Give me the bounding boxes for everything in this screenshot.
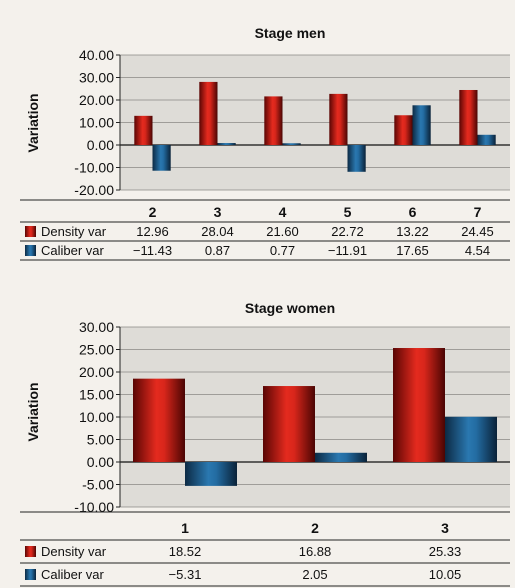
bar-density	[393, 348, 445, 462]
chart-title: Stage men	[255, 25, 326, 41]
data-table-values: 18.52 −5.31 16.88 2.05 25.33 10.05	[169, 544, 462, 582]
y-tick-label: -10.00	[74, 160, 114, 176]
bars	[133, 348, 497, 486]
data-value-density: 12.96	[136, 224, 169, 239]
x-category-label: 2	[149, 204, 157, 220]
bar-density	[394, 115, 413, 145]
y-tick-label: 20.00	[79, 92, 114, 108]
bar-density	[263, 386, 315, 462]
y-tick-label: -20.00	[74, 182, 114, 198]
x-category-label: 2	[311, 520, 319, 536]
data-value-density: 22.72	[331, 224, 364, 239]
x-category-label: 1	[181, 520, 189, 536]
y-tick-label: 10.00	[79, 115, 114, 131]
bar-caliber	[412, 105, 431, 145]
data-value-caliber: 17.65	[396, 243, 429, 258]
data-table: 1 2 3 Density var Caliber var 18.52 −5.31 16…	[20, 511, 510, 587]
data-value-caliber: 10.05	[429, 567, 462, 582]
bar-caliber	[347, 145, 366, 172]
bar-caliber	[477, 134, 496, 145]
data-value-caliber: 2.05	[302, 567, 327, 582]
x-category-label: 7	[474, 204, 482, 220]
legend-entry-caliber: Caliber var	[25, 243, 105, 258]
data-value-caliber: 0.77	[270, 243, 295, 258]
bar-density	[329, 93, 348, 145]
y-tick-label: 40.00	[79, 47, 114, 63]
y-tick-label: -10.00	[74, 499, 114, 515]
category-labels: 1 2 3	[181, 520, 449, 536]
y-axis-label: Variation	[25, 382, 41, 441]
data-value-density: 18.52	[169, 544, 202, 559]
gridlines	[116, 54, 510, 191]
chart-stage-men: Stage men 40.00 30.00 20.00 10.00 0.00 -10.00…	[20, 25, 510, 261]
data-value-density: 16.88	[299, 544, 332, 559]
y-tick-label: 10.00	[79, 409, 114, 425]
data-value-density: 21.60	[266, 224, 299, 239]
bar-caliber	[152, 145, 171, 171]
chart-stage-women: Stage women 30.0025.0020.0015.0010.005.0…	[20, 300, 510, 587]
y-tick-label: 25.00	[79, 342, 114, 358]
y-tick-label: 20.00	[79, 364, 114, 380]
x-category-label: 4	[279, 204, 287, 220]
legend-swatch-caliber	[25, 245, 36, 256]
legend-label-caliber: Caliber var	[41, 567, 105, 582]
data-table: 2 3 4 5 6 7 Density var Caliber var 12.96 −11.…	[20, 199, 510, 261]
legend-swatch-density	[25, 546, 36, 557]
data-value-density: 28.04	[201, 224, 234, 239]
x-category-label: 3	[214, 204, 222, 220]
legend-entry-density: Density var	[25, 544, 107, 559]
data-value-density: 25.33	[429, 544, 462, 559]
data-value-caliber: −11.43	[133, 243, 172, 258]
y-tick-label: 30.00	[79, 70, 114, 86]
bar-density	[459, 89, 478, 145]
legend-entry-density: Density var	[25, 224, 107, 239]
data-table-values: 12.96 −11.43 28.04 0.87 21.60 0.77 22.72 −11.91…	[133, 224, 494, 258]
data-value-density: 24.45	[461, 224, 494, 239]
y-tick-label: 15.00	[79, 387, 114, 403]
x-category-label: 3	[441, 520, 449, 536]
y-tick-labels: 40.00 30.00 20.00 10.00 0.00 -10.00 -20.00	[74, 47, 114, 198]
legend-entry-caliber: Caliber var	[25, 567, 105, 582]
data-value-caliber: 0.87	[205, 243, 230, 258]
bar-density	[134, 115, 153, 145]
bar-caliber	[185, 462, 237, 486]
category-labels: 2 3 4 5 6 7	[149, 204, 482, 220]
y-tick-label: 30.00	[79, 319, 114, 335]
bar-caliber	[217, 143, 236, 145]
data-value-density: 13.22	[396, 224, 429, 239]
data-value-caliber: 4.54	[465, 243, 490, 258]
y-tick-labels: 30.00 25.00 20.00 15.00 10.00 5.00 0.00 -5.00 -1…	[74, 319, 114, 515]
y-tick-label: 5.00	[87, 432, 114, 448]
x-category-label: 5	[344, 204, 352, 220]
legend-label-density: Density var	[41, 224, 107, 239]
bar-density	[199, 81, 218, 145]
bar-density	[133, 378, 185, 462]
legend-swatch-density	[25, 226, 36, 237]
bar-caliber	[282, 143, 301, 145]
y-tick-label: 0.00	[87, 454, 114, 470]
x-category-label: 6	[409, 204, 417, 220]
chart-title: Stage women	[245, 300, 335, 316]
bar-caliber	[315, 452, 367, 462]
bar-density	[264, 96, 283, 145]
data-value-caliber: −11.91	[328, 243, 367, 258]
bars	[134, 81, 496, 172]
legend-label-density: Density var	[41, 544, 107, 559]
legend-label-caliber: Caliber var	[41, 243, 105, 258]
legend-swatch-caliber	[25, 569, 36, 580]
y-tick-label: -5.00	[82, 477, 114, 493]
bar-caliber	[445, 416, 497, 462]
y-tick-label: 0.00	[87, 137, 114, 153]
data-value-caliber: −5.31	[169, 567, 202, 582]
y-axis-label: Variation	[25, 93, 41, 152]
